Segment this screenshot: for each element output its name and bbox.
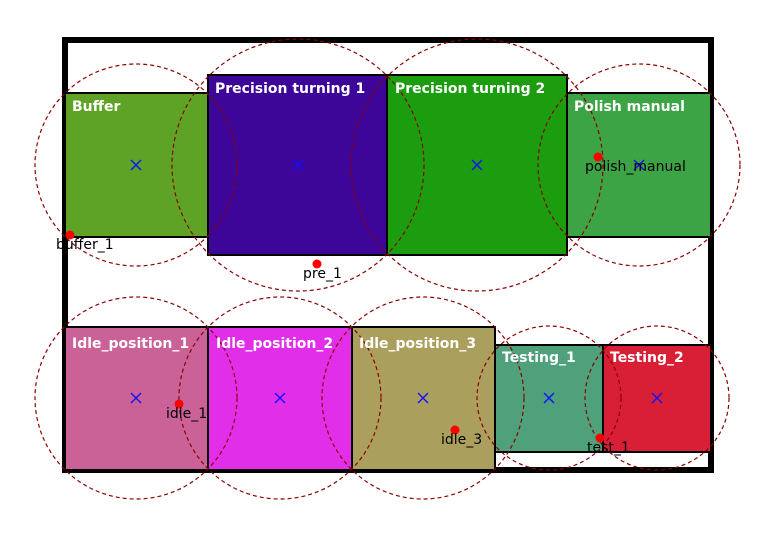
point-marker-pre-1	[312, 259, 322, 269]
zone-circle-idle-position-2	[178, 296, 382, 500]
point-label-buffer-1: buffer_1	[56, 237, 114, 253]
zone-circle-buffer	[34, 63, 238, 267]
zone-circle-polish-manual	[537, 63, 741, 267]
center-markers	[130, 159, 663, 404]
zone-rects	[64, 74, 712, 471]
point-label-idle-3: idle_3	[441, 432, 482, 448]
zone-circle-precision-turning-2	[350, 38, 604, 292]
point-label-polish-manual: polish_manual	[585, 159, 686, 175]
center-marker-polish-manual	[633, 159, 645, 171]
zone-labels: Buffer Precision turning 1 Precision tur…	[72, 81, 685, 366]
zone-circle-idle-position-3	[321, 296, 525, 500]
zone-label-polish-manual: Polish manual	[574, 99, 685, 115]
zone-label-precision-turning-2: Precision turning 2	[395, 81, 545, 97]
point-label-test-1: test_1	[587, 440, 630, 456]
center-marker-buffer	[130, 159, 142, 171]
zone-label-testing-2: Testing_2	[610, 350, 684, 366]
zone-circle-testing-2	[584, 325, 730, 471]
zone-circles	[34, 38, 741, 500]
center-marker-testing-1	[543, 392, 555, 404]
point-marker-idle-1	[174, 399, 184, 409]
point-marker-polish-manual	[593, 152, 603, 162]
center-marker-idle-position-3	[417, 392, 429, 404]
point-markers	[65, 152, 605, 443]
zone-label-testing-1: Testing_1	[502, 350, 576, 366]
point-labels: buffer_1 pre_1 polish_manual idle_1 idle…	[56, 159, 686, 456]
point-label-idle-1: idle_1	[166, 406, 207, 422]
zone-label-idle-position-2: Idle_position_2	[216, 336, 333, 352]
point-marker-buffer-1	[65, 230, 75, 240]
point-marker-test-1	[595, 433, 605, 443]
center-marker-precision-turning-2	[471, 159, 483, 171]
zone-buffer	[64, 92, 209, 238]
zone-label-buffer: Buffer	[72, 99, 120, 115]
center-marker-idle-position-2	[274, 392, 286, 404]
zone-circle-precision-turning-1	[171, 38, 425, 292]
zone-label-precision-turning-1: Precision turning 1	[215, 81, 365, 97]
zone-label-idle-position-3: Idle_position_3	[359, 336, 476, 352]
point-marker-idle-3	[450, 425, 460, 435]
point-label-pre-1: pre_1	[303, 266, 342, 282]
zone-circle-testing-1	[476, 325, 622, 471]
zone-circle-idle-position-1	[34, 296, 238, 500]
center-marker-testing-2	[651, 392, 663, 404]
center-marker-idle-position-1	[130, 392, 142, 404]
zone-label-idle-position-1: Idle_position_1	[72, 336, 189, 352]
center-marker-precision-turning-1	[292, 159, 304, 171]
